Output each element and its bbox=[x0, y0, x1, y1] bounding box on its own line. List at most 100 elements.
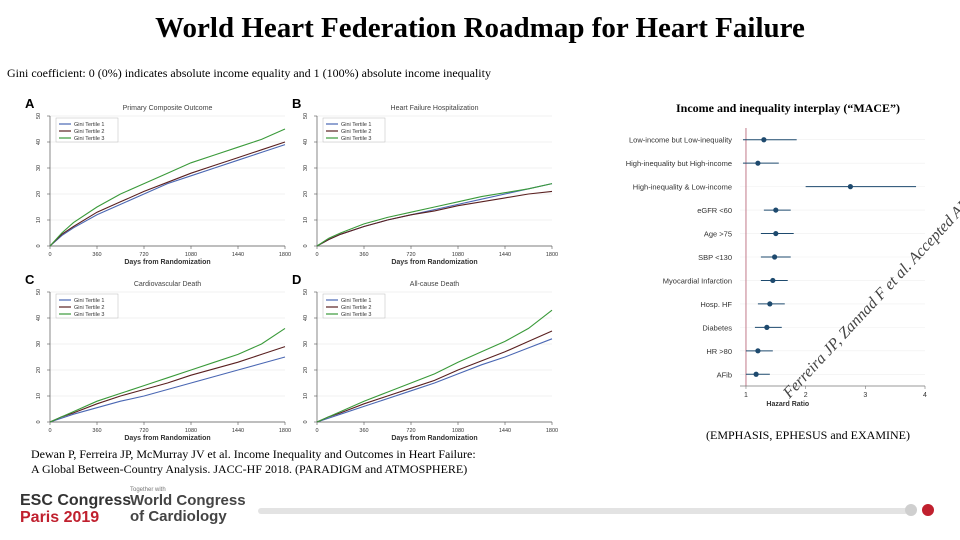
x-tick-label: 720 bbox=[406, 252, 415, 258]
x-tick-label: 0 bbox=[315, 428, 318, 434]
km-chart-svg-a: A Primary Composite Outcome 0 10 20 30 40 50 0 36… bbox=[25, 96, 291, 266]
y-tick-label: 10 bbox=[303, 217, 309, 223]
x-tick-label: 1800 bbox=[279, 252, 291, 258]
y-tick-label: 10 bbox=[36, 217, 42, 223]
y-tick-label: 10 bbox=[36, 393, 42, 399]
km-panel-c: C Cardiovascular Death 0 10 20 30 40 50 0 360 720 1… bbox=[20, 272, 291, 448]
forest-row-label: Low-income but Low-inequality bbox=[629, 136, 732, 145]
forest-row-label: AFib bbox=[717, 370, 732, 379]
series-line-1 bbox=[49, 356, 286, 423]
series-line-1 bbox=[316, 338, 553, 423]
forest-row-label: eGFR <60 bbox=[697, 206, 732, 215]
x-tick-label: 1440 bbox=[499, 428, 511, 434]
series-line-3 bbox=[49, 327, 286, 423]
forest-point bbox=[761, 137, 767, 143]
x-tick-label: 360 bbox=[92, 428, 101, 434]
legend-entry-2: Gini Tertile 2 bbox=[341, 305, 371, 311]
km-chart-svg-b: B Heart Failure Hospitalization 0 10 20 30 40 5… bbox=[292, 96, 558, 266]
x-tick-label: 1440 bbox=[232, 252, 244, 258]
forest-x-tick-label: 2 bbox=[804, 392, 808, 399]
km-title: All-cause Death bbox=[410, 281, 460, 288]
legend-entry-1: Gini Tertile 1 bbox=[341, 122, 371, 128]
y-tick-label: 20 bbox=[36, 191, 42, 197]
panel-letter: B bbox=[292, 96, 301, 111]
y-tick-label: 40 bbox=[303, 139, 309, 145]
y-tick-label: 0 bbox=[36, 244, 42, 247]
gini-definition: Gini coefficient: 0 (0%) indicates absol… bbox=[7, 66, 491, 80]
legend-entry-2: Gini Tertile 2 bbox=[341, 129, 371, 135]
x-tick-label: 0 bbox=[48, 428, 51, 434]
forest-x-axis-label: Hazard Ratio bbox=[766, 401, 809, 408]
x-axis-label: Days from Randomization bbox=[124, 435, 210, 442]
x-tick-label: 1080 bbox=[185, 252, 197, 258]
x-axis-label: Days from Randomization bbox=[391, 259, 477, 266]
panel-letter: D bbox=[292, 272, 301, 287]
esc-logo-line-1: ESC Congress bbox=[20, 492, 132, 509]
series-line-2 bbox=[316, 190, 553, 247]
forest-x-tick-label: 1 bbox=[744, 392, 748, 399]
km-title: Cardiovascular Death bbox=[134, 281, 201, 288]
forest-row-label: Hosp. HF bbox=[700, 300, 732, 309]
forest-point bbox=[847, 184, 854, 190]
y-tick-label: 50 bbox=[36, 113, 42, 119]
legend-entry-1: Gini Tertile 1 bbox=[74, 298, 104, 304]
y-tick-label: 30 bbox=[303, 165, 309, 171]
series-line-3 bbox=[49, 128, 286, 247]
slide-title: World Heart Federation Roadmap for Heart… bbox=[155, 12, 805, 44]
esc-congress-logo: ESC Congress Paris 2019 bbox=[20, 492, 131, 526]
forest-point bbox=[770, 277, 776, 284]
forest-point bbox=[772, 254, 778, 260]
y-tick-label: 50 bbox=[303, 289, 309, 295]
forest-svg: 1 2 3 4 Hazard Ratio Low-income but Low-inequ… bbox=[626, 128, 927, 408]
x-axis-label: Days from Randomization bbox=[124, 259, 210, 266]
y-tick-label: 30 bbox=[36, 341, 42, 347]
km-panel-a: A Primary Composite Outcome 0 10 20 30 40 50 0 36… bbox=[20, 96, 291, 272]
series-line-2 bbox=[316, 330, 553, 423]
y-tick-label: 10 bbox=[303, 393, 309, 399]
series-line-3 bbox=[316, 309, 553, 423]
forest-row-label: Age >75 bbox=[704, 230, 732, 239]
x-tick-label: 0 bbox=[48, 252, 51, 258]
series-line-1 bbox=[49, 144, 286, 247]
y-tick-label: 0 bbox=[36, 420, 42, 423]
y-tick-label: 40 bbox=[36, 139, 42, 145]
forest-point bbox=[755, 160, 761, 166]
citation-line-2: A Global Between-Country Analysis. JACC-… bbox=[31, 462, 468, 476]
x-tick-label: 1080 bbox=[452, 428, 464, 434]
x-tick-label: 360 bbox=[359, 252, 368, 258]
legend-entry-1: Gini Tertile 1 bbox=[341, 298, 371, 304]
y-tick-label: 40 bbox=[303, 315, 309, 321]
y-tick-label: 30 bbox=[303, 341, 309, 347]
series-line-2 bbox=[49, 141, 286, 247]
forest-row-label: High-inequality & Low-income bbox=[633, 183, 732, 192]
citation-line-1: Dewan P, Ferreira JP, McMurray JV et al.… bbox=[31, 447, 476, 461]
series-line-3 bbox=[316, 183, 553, 247]
forest-row-label: HR >80 bbox=[706, 347, 732, 356]
x-tick-label: 0 bbox=[315, 252, 318, 258]
citation: Dewan P, Ferreira JP, McMurray JV et al.… bbox=[31, 447, 591, 477]
x-tick-label: 1080 bbox=[452, 252, 464, 258]
wcc-together-with: Together with bbox=[130, 487, 166, 493]
km-panel-d: D All-cause Death 0 10 20 30 40 50 0 360 720 1080 14… bbox=[287, 272, 558, 448]
x-tick-label: 720 bbox=[139, 252, 148, 258]
y-tick-label: 0 bbox=[303, 244, 309, 247]
forest-point bbox=[764, 324, 770, 330]
y-tick-label: 50 bbox=[303, 113, 309, 119]
x-tick-label: 720 bbox=[406, 428, 415, 434]
x-tick-label: 720 bbox=[139, 428, 148, 434]
x-tick-label: 1800 bbox=[546, 252, 558, 258]
km-title: Heart Failure Hospitalization bbox=[391, 105, 479, 112]
forest-point bbox=[767, 301, 773, 307]
legend-entry-2: Gini Tertile 2 bbox=[74, 129, 104, 135]
y-tick-label: 20 bbox=[303, 367, 309, 373]
y-tick-label: 20 bbox=[303, 191, 309, 197]
x-tick-label: 1440 bbox=[232, 428, 244, 434]
forest-trials-note: (EMPHASIS, EPHESUS and EXAMINE) bbox=[706, 428, 911, 442]
y-tick-label: 20 bbox=[36, 367, 42, 373]
y-tick-label: 50 bbox=[36, 289, 42, 295]
series-line-1 bbox=[316, 183, 553, 247]
forest-point bbox=[753, 371, 759, 377]
forest-x-tick-label: 3 bbox=[863, 392, 867, 399]
x-tick-label: 360 bbox=[359, 428, 368, 434]
panel-letter: A bbox=[25, 96, 35, 111]
